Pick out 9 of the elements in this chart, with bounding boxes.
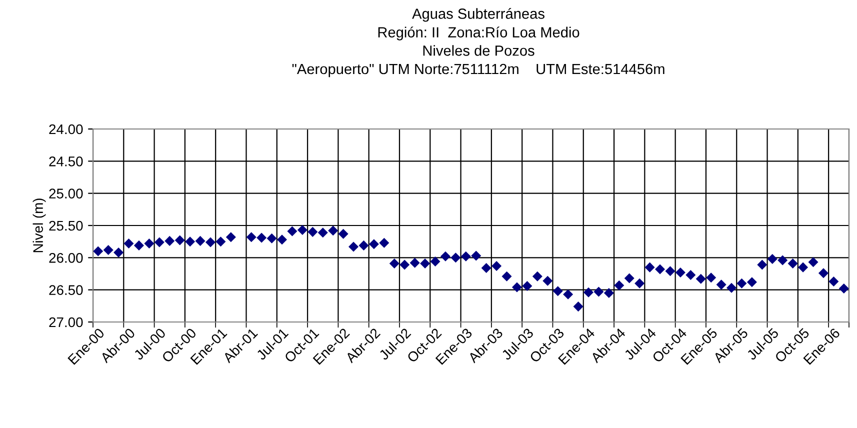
y-tick-label: 24.50 bbox=[49, 156, 83, 166]
y-tick-label: 24.00 bbox=[49, 124, 83, 134]
y-tick-label: 27.00 bbox=[49, 317, 83, 328]
chart-title: Aguas Subterráneas Región: II Zona:Río Loa Medio Niveles de Pozos "Aeropuerto" UTM Norte:7511112m UTM Este:514456m bbox=[292, 8, 664, 78]
y-tick-label: 25.50 bbox=[49, 220, 83, 231]
y-tick-label: 26.50 bbox=[49, 285, 83, 296]
y-axis-title: Nivel (m) bbox=[32, 198, 46, 252]
y-tick-label: 25.00 bbox=[49, 188, 83, 199]
y-tick-label: 26.00 bbox=[49, 253, 83, 263]
